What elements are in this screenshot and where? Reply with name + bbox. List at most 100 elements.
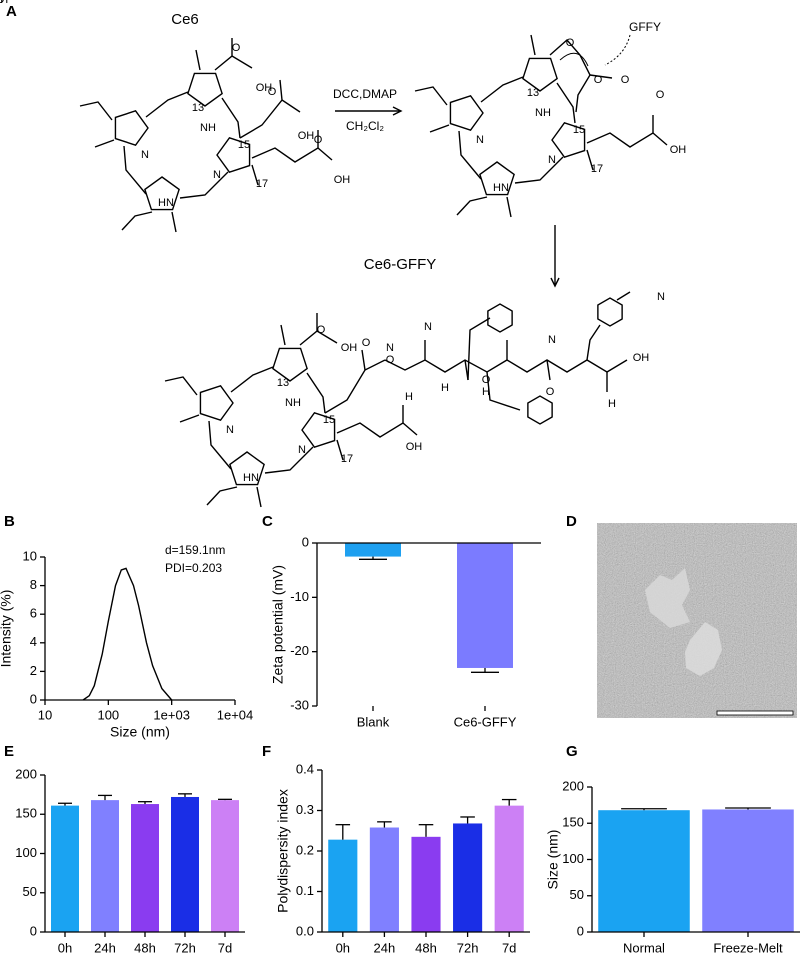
- atom-label: HN: [243, 472, 259, 484]
- y-axis-label: Intensity (%): [0, 590, 14, 668]
- x-tick-label: 1e+03: [153, 707, 190, 722]
- panel-label: A: [6, 3, 17, 20]
- bar: [171, 796, 199, 932]
- annotation: PDI=0.203: [165, 561, 222, 575]
- error-bar: [58, 802, 72, 806]
- bar: [345, 543, 401, 557]
- bond: [456, 196, 488, 216]
- atom-label: N: [548, 334, 556, 346]
- atom-label: H: [482, 386, 490, 398]
- bond: [164, 376, 198, 396]
- bar: [91, 800, 119, 932]
- y-tick-label: 0: [30, 691, 37, 706]
- error-bar: [178, 793, 192, 797]
- y-axis-label: Polydispersity index: [275, 789, 291, 913]
- bond: [239, 79, 283, 139]
- atom-label: N: [424, 321, 432, 333]
- size-distribution-line: [82, 567, 173, 701]
- error-bar: [138, 801, 152, 805]
- atom-label: H: [608, 398, 616, 410]
- reagent: DCC,DMAP: [333, 87, 397, 101]
- bond: [402, 422, 418, 436]
- x-tick-label: 48h: [134, 940, 156, 953]
- bond: [208, 420, 232, 470]
- error-bar: [98, 794, 112, 801]
- y-tick-label: -20: [290, 643, 309, 658]
- atom-label: N: [657, 291, 665, 303]
- bond: [145, 91, 189, 118]
- error-bar: [471, 667, 499, 673]
- bond: [144, 176, 180, 211]
- x-tick-label: 100: [97, 707, 119, 722]
- bond: [251, 164, 259, 186]
- atom-label: 17: [341, 453, 353, 465]
- bond: [652, 132, 668, 146]
- bond: [586, 324, 601, 361]
- bond: [264, 446, 314, 474]
- atom-label: OH: [256, 82, 273, 94]
- bond: [79, 101, 113, 121]
- solvent: CH₂Cl₂: [346, 119, 384, 133]
- y-tick-label: 100: [562, 851, 584, 866]
- atom-label: OH: [0, 0, 8, 6]
- error-bar: [359, 556, 387, 560]
- y-tick-label: 50: [570, 887, 584, 902]
- bond: [272, 347, 308, 382]
- x-tick-label: 7d: [502, 940, 516, 953]
- bond: [551, 122, 586, 158]
- y-tick-label: 0.2: [296, 842, 314, 857]
- atom-label: OH: [334, 174, 351, 186]
- error-bar: [725, 807, 771, 810]
- bond: [597, 297, 623, 327]
- atom-label: O: [594, 74, 603, 86]
- x-tick-label: Normal: [623, 940, 665, 953]
- atom-label: OH: [298, 130, 315, 142]
- bond: [429, 124, 450, 133]
- bond: [546, 359, 551, 381]
- atom-label: N: [226, 424, 234, 436]
- bond: [487, 303, 513, 333]
- bar: [702, 809, 794, 932]
- bond: [556, 82, 576, 124]
- bar: [453, 823, 483, 932]
- atom-label: 13: [192, 102, 204, 114]
- tem-image: [597, 523, 797, 718]
- atom-label: N: [476, 134, 484, 146]
- bond: [114, 110, 149, 146]
- atom-label: HN: [158, 197, 174, 209]
- atom-label: N: [386, 342, 394, 354]
- atom-label: O: [232, 42, 241, 54]
- bond: [336, 405, 404, 438]
- y-tick-label: 200: [15, 766, 37, 781]
- x-axis-label: Size (nm): [110, 724, 170, 740]
- y-axis-label: Size (nm): [545, 830, 561, 890]
- atom-label: NH: [535, 107, 551, 119]
- y-tick-label: 200: [562, 778, 584, 793]
- atom-label: N: [141, 149, 149, 161]
- bond: [251, 130, 319, 163]
- atom-label: OH: [633, 352, 650, 364]
- x-tick-label: 10: [38, 707, 52, 722]
- bond: [306, 372, 326, 414]
- bond: [216, 137, 251, 173]
- atom-label: O: [268, 86, 277, 98]
- bond: [123, 145, 147, 195]
- atom-label: O: [621, 74, 630, 86]
- error-bar: [335, 824, 351, 840]
- y-tick-label: 10: [23, 548, 37, 563]
- bond: [586, 149, 594, 171]
- bond: [179, 414, 200, 423]
- atom-label: 13: [277, 377, 289, 389]
- x-tick-label: 72h: [457, 940, 479, 953]
- bond: [384, 359, 608, 373]
- y-tick-label: 150: [562, 815, 584, 830]
- x-tick-label: 24h: [94, 940, 116, 953]
- bond: [486, 371, 521, 411]
- bond: [479, 161, 515, 196]
- atom-label: 13: [527, 87, 539, 99]
- atom-label: H: [441, 382, 449, 394]
- annotation: d=159.1nm: [165, 543, 225, 557]
- atom-label: O: [656, 89, 665, 101]
- y-tick-label: 150: [15, 806, 37, 821]
